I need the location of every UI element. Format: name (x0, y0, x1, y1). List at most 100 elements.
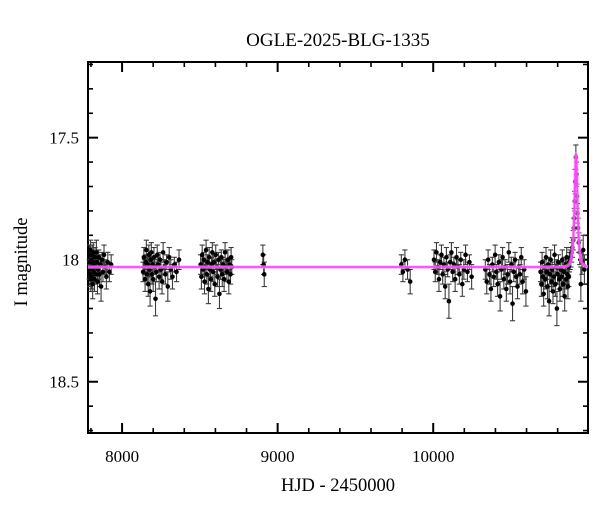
data-point (149, 272, 155, 277)
data-point (543, 254, 549, 260)
data-point (201, 257, 207, 263)
data-point (560, 257, 565, 263)
data-point (488, 286, 494, 292)
data-point (511, 269, 517, 275)
data-point (446, 298, 452, 304)
data-point (431, 257, 437, 263)
data-point (96, 254, 102, 260)
data-point (150, 276, 156, 282)
data-point (209, 250, 215, 255)
data-point (95, 279, 100, 284)
data-point (215, 274, 220, 280)
data-point (402, 257, 408, 263)
data-point (580, 247, 586, 253)
data-point (199, 274, 204, 280)
data-point (506, 250, 512, 255)
data-point (104, 274, 109, 280)
data-point (444, 254, 449, 260)
data-point (539, 281, 544, 287)
data-point (147, 289, 153, 294)
data-point (228, 272, 233, 277)
data-point (157, 257, 163, 263)
data-point (557, 286, 563, 292)
data-point (99, 257, 105, 263)
data-point (504, 286, 509, 292)
data-point (432, 269, 438, 275)
data-point (97, 272, 102, 277)
data-point (94, 259, 100, 265)
model-curve-line (88, 153, 589, 268)
data-point (554, 306, 560, 311)
data-point (523, 289, 529, 294)
data-point (206, 286, 211, 292)
data-point (515, 284, 520, 289)
data-point (494, 269, 499, 275)
data-point (553, 281, 558, 287)
error-bars (86, 144, 588, 327)
data-point (544, 269, 550, 275)
data-point (213, 252, 219, 258)
data-point (549, 279, 554, 284)
data-point (457, 272, 462, 277)
data-point (497, 294, 503, 299)
data-point (450, 269, 455, 275)
data-point (452, 276, 458, 282)
y-tick-label: 18.5 (49, 373, 79, 392)
data-point (219, 272, 225, 277)
data-point (465, 269, 470, 275)
data-point (226, 279, 232, 284)
y-tick-label: 18 (62, 251, 79, 270)
data-point (547, 272, 553, 277)
data-point (165, 284, 171, 289)
data-point (148, 257, 153, 263)
data-point (142, 276, 148, 282)
data-point (518, 254, 524, 260)
data-point (205, 259, 210, 265)
data-point (221, 276, 227, 282)
data-point (199, 252, 205, 258)
data-point (550, 289, 556, 294)
tick-labels: 8000 9000 10000 17.5 18 18.5 (49, 129, 454, 466)
data-point (159, 279, 165, 284)
data-point (144, 272, 150, 277)
data-point (93, 272, 99, 277)
data-point (520, 279, 525, 284)
data-point (154, 252, 160, 258)
data-point (582, 267, 587, 272)
data-point (100, 269, 106, 275)
data-point (491, 274, 497, 280)
data-point (261, 272, 267, 277)
data-point (469, 274, 474, 280)
data-point (434, 250, 439, 255)
data-point (94, 250, 99, 255)
data-point (545, 284, 550, 289)
x-tick-label: 10000 (412, 447, 455, 466)
data-point (510, 301, 515, 306)
data-point (467, 259, 472, 265)
data-point (170, 274, 175, 280)
data-point (141, 254, 147, 260)
data-point (407, 279, 413, 284)
data-point (144, 247, 149, 253)
data-point (459, 281, 465, 287)
data-point (202, 279, 207, 284)
data-point (507, 279, 513, 284)
chart-title: OGLE-2025-BLG-1335 (246, 30, 430, 51)
data-point (560, 281, 566, 287)
data-point (496, 259, 502, 265)
data-point (107, 269, 112, 275)
data-point (565, 284, 571, 289)
data-point (400, 269, 406, 275)
data-point (145, 281, 151, 287)
data-point (552, 252, 557, 258)
data-point (548, 257, 553, 263)
x-axis-label: HJD - 2450000 (281, 476, 395, 496)
data-point (546, 298, 552, 304)
data-point (228, 254, 234, 260)
data-point (539, 259, 545, 265)
data-point (551, 274, 557, 280)
model-curve (87, 152, 590, 269)
data-point (449, 250, 454, 255)
